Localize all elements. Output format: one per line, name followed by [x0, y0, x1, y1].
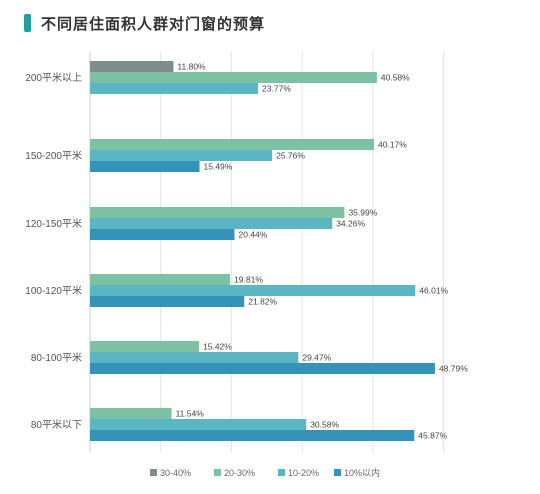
category-tick-label: 80-100平米 [31, 351, 82, 364]
legend-label: 10-20% [288, 468, 319, 478]
data-label: 35.99% [348, 208, 377, 218]
bar [90, 274, 231, 285]
data-label: 19.81% [234, 275, 263, 285]
bar [90, 419, 307, 430]
bar [90, 229, 235, 240]
category-tick-label: 200平米以上 [25, 71, 82, 84]
data-label: 15.49% [204, 162, 233, 172]
bar [90, 72, 377, 83]
bar [90, 408, 172, 419]
bar [90, 296, 245, 307]
data-label: 11.54% [176, 409, 205, 419]
legend-swatch [278, 469, 285, 476]
bar [90, 83, 259, 94]
bar [90, 61, 174, 72]
data-label: 30.58% [310, 420, 339, 430]
legend-swatch [150, 469, 157, 476]
bar [90, 218, 333, 229]
data-label: 15.42% [203, 342, 232, 352]
bar [90, 207, 345, 218]
legend-label: 10%以内 [344, 467, 380, 478]
bar [90, 341, 200, 352]
data-label: 40.58% [381, 73, 410, 83]
legend-label: 20-30% [224, 468, 255, 478]
legend-swatch [334, 469, 341, 476]
legend-label: 30-40% [160, 468, 191, 478]
data-label: 46.01% [419, 286, 448, 296]
category-tick-label: 80平米以下 [31, 418, 82, 431]
category-tick-label: 100-120平米 [25, 284, 82, 297]
category-tick-label: 150-200平米 [25, 149, 82, 162]
chart-title: 不同居住面积人群对门窗的预算 [41, 15, 266, 33]
data-label: 45.87% [418, 431, 447, 441]
bar [90, 363, 435, 374]
data-label: 29.47% [302, 353, 331, 363]
data-label: 34.26% [336, 219, 365, 229]
bar [90, 285, 416, 296]
data-label: 21.82% [248, 297, 277, 307]
data-label: 40.17% [378, 140, 407, 150]
data-label: 23.77% [262, 84, 291, 94]
legend-swatch [214, 469, 221, 476]
bar [90, 139, 375, 150]
bar [90, 352, 299, 363]
data-label: 11.80% [177, 62, 206, 72]
title-accent-mark [24, 14, 31, 32]
category-tick-label: 120-150平米 [25, 217, 82, 230]
data-label: 20.44% [239, 230, 268, 240]
bar [90, 161, 200, 172]
bar [90, 150, 273, 161]
data-label: 25.76% [276, 151, 305, 161]
data-label: 48.79% [439, 364, 468, 374]
bar [90, 430, 415, 441]
chart-title-bar: 不同居住面积人群对门窗的预算 [24, 12, 265, 34]
